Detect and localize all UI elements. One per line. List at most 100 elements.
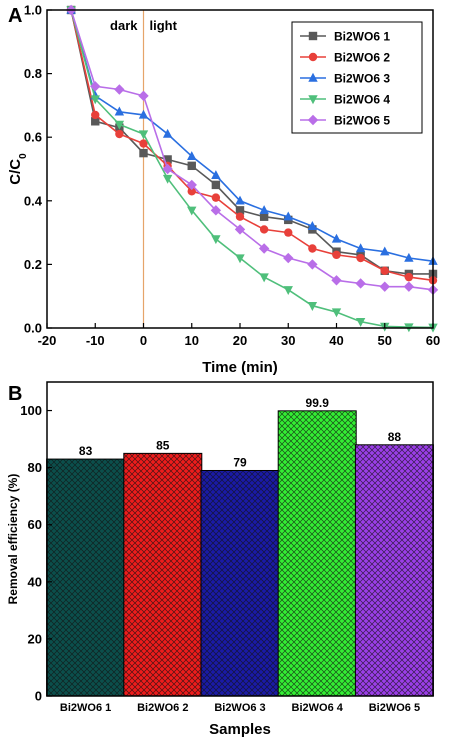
x-tick-label-a: 30 — [281, 333, 295, 348]
series-2 — [66, 5, 438, 285]
series-5-point — [210, 205, 222, 216]
bar-3 — [200, 469, 280, 697]
x-tick-label-a: 20 — [233, 333, 247, 348]
series-1-point — [163, 155, 172, 164]
series-4-point — [114, 120, 125, 130]
series-3-point — [283, 211, 293, 221]
y-tick-label-a: 0.2 — [24, 257, 42, 272]
y-axis-title-a: C/C0 — [7, 153, 29, 185]
category-label-2: Bi2WO6 2 — [137, 702, 188, 714]
bar-group-2: 85 Bi2WO6 2 — [123, 438, 203, 714]
y-tick-label-b: 100 — [20, 403, 42, 418]
series-3-point — [259, 205, 269, 215]
series-3-point — [404, 252, 414, 262]
series-5-point — [114, 84, 125, 95]
bar-value-label-3: 79 — [233, 455, 247, 469]
series-3-point — [331, 233, 342, 243]
series-1-point — [211, 180, 221, 190]
bar-5 — [354, 444, 434, 697]
annotation-light: light — [150, 18, 178, 33]
series-5-point — [258, 243, 270, 254]
x-axis-title-b: Samples — [209, 721, 271, 738]
legend-entry-3: Bi2WO6 3 — [334, 72, 390, 86]
series-4-point — [90, 95, 100, 105]
series-2-point — [404, 272, 414, 282]
bar-value-label-5: 88 — [388, 430, 402, 444]
series-4-point — [307, 302, 318, 311]
legend-entry-5: Bi2WO6 5 — [334, 114, 390, 128]
series-1-point — [91, 117, 100, 126]
series-3-point — [162, 128, 173, 138]
x-tick-label-a: -20 — [38, 333, 57, 348]
series-2-point — [332, 250, 341, 260]
y-tick-label-b: 20 — [28, 631, 42, 646]
x-tick-label-a: 50 — [378, 333, 392, 348]
panel-b: B 83 Bi2WO6 1 85 Bi2WO6 2 79 Bi2WO6 3 99.9 Bi2W… — [6, 381, 434, 738]
series-3-line — [70, 9, 434, 262]
legend-marker — [308, 72, 318, 82]
series-5-point — [90, 81, 101, 92]
legend-marker — [307, 114, 319, 126]
series-4-line — [70, 9, 434, 329]
series-4-point — [283, 286, 293, 296]
series-1-point — [139, 148, 148, 158]
series-1-point — [235, 206, 245, 215]
series-4-point — [187, 206, 197, 216]
series-3-point — [114, 106, 125, 116]
legend: Bi2WO6 1 Bi2WO6 2 Bi2WO6 3 Bi2WO6 4 Bi2WO6 5 — [291, 21, 423, 134]
series-3-point — [211, 170, 221, 180]
series-4-point — [162, 174, 173, 184]
series-2-point — [139, 139, 148, 148]
annotation-dark: dark — [110, 18, 138, 33]
legend-entry-2: Bi2WO6 2 — [334, 51, 390, 65]
legend-entry-1: Bi2WO6 1 — [334, 30, 390, 44]
series-5-point — [283, 252, 294, 264]
series-3-point — [380, 246, 390, 256]
series-1-point — [259, 212, 269, 221]
category-label-1: Bi2WO6 1 — [60, 702, 111, 714]
series-4-point — [355, 317, 366, 327]
y-tick-label-a: 0.6 — [24, 130, 42, 145]
series-5-point — [186, 179, 197, 191]
bar-group-4: 99.9 Bi2WO6 4 — [277, 396, 357, 714]
y-tick-label-b: 0 — [35, 689, 42, 704]
bar-group-3: 79 Bi2WO6 3 — [200, 455, 280, 714]
y-tick-label-a: 0.0 — [24, 321, 42, 336]
series-2-point — [211, 193, 221, 202]
bar-group-1: 83 Bi2WO6 1 — [46, 444, 126, 714]
series-1-point — [187, 161, 196, 171]
series-5-point — [307, 259, 318, 270]
y-tick-label-a: 0.8 — [24, 66, 42, 81]
series-4-point — [211, 235, 221, 245]
y-tick-label-b: 40 — [28, 574, 42, 589]
x-axis-title-a: Time (min) — [202, 359, 278, 376]
series-4-point — [138, 130, 149, 140]
series-5-point — [379, 281, 390, 292]
series-1-line — [70, 9, 433, 275]
series-5-point — [234, 224, 246, 235]
series-3-point — [187, 151, 197, 160]
series-4-point — [235, 254, 245, 264]
x-tick-label-a: 40 — [329, 333, 343, 348]
y-tick-label-b: 80 — [28, 460, 42, 475]
series-2-point — [187, 187, 196, 196]
series-4-point — [331, 308, 342, 318]
series-3-point — [355, 243, 366, 253]
series-5-point — [331, 275, 342, 286]
x-tick-label-a: 60 — [426, 333, 440, 348]
plot-frame-b — [46, 381, 434, 697]
bar-group-5: 88 Bi2WO6 5 — [354, 430, 434, 714]
series-3-point — [307, 221, 318, 230]
bar-value-label-4: 99.9 — [306, 396, 330, 410]
series-2-point — [284, 228, 293, 237]
series-5-point — [138, 90, 149, 102]
category-label-4: Bi2WO6 4 — [292, 702, 344, 714]
series-2-point — [380, 266, 389, 275]
series-2-line — [70, 9, 434, 282]
panel-b-label: B — [8, 383, 22, 405]
series-5-point — [403, 281, 415, 292]
y-axis-title-b: Removal efficiency (%) — [6, 474, 20, 605]
bar-1 — [46, 458, 126, 697]
category-label-5: Bi2WO6 5 — [369, 702, 420, 714]
